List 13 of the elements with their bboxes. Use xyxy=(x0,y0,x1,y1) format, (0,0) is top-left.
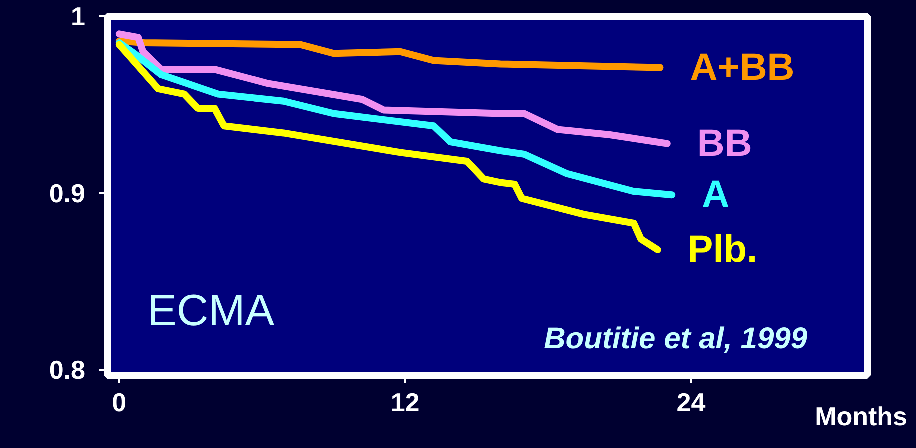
annotation: ECMA xyxy=(148,286,276,336)
x-axis-title: Months xyxy=(815,402,908,432)
x-tick-label: 12 xyxy=(390,388,420,418)
series-label: A+BB xyxy=(690,46,795,89)
series-label: BB xyxy=(697,122,752,165)
x-tick-label: 0 xyxy=(112,388,127,418)
y-tick-label: 0.8 xyxy=(49,355,86,386)
y-tick-label: 0.9 xyxy=(49,178,86,208)
series-label: Plb. xyxy=(688,228,758,271)
x-tick-label: 24 xyxy=(676,388,706,418)
y-tick-label: 1 xyxy=(71,2,86,32)
annotation: Boutitie et al, 1999 xyxy=(544,322,808,356)
series-label: A xyxy=(702,174,730,216)
